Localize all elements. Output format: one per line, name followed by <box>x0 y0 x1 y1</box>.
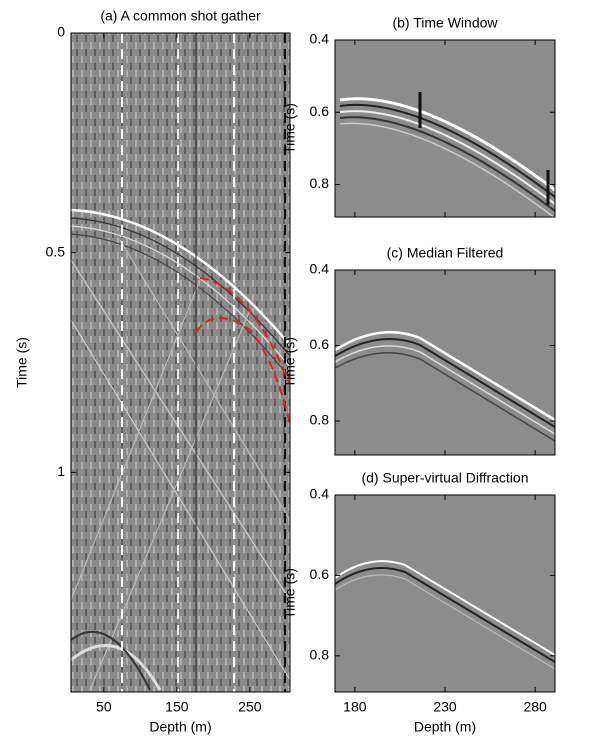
y-tick-label: 0.8 <box>310 175 330 191</box>
x-tick-label: 50 <box>96 699 112 715</box>
y-tick-label: 0.6 <box>310 336 330 352</box>
y-axis-label: Time (s) <box>14 337 30 388</box>
panel-title: (a) A common shot gather <box>100 8 261 24</box>
y-tick-label: 0.6 <box>310 566 330 582</box>
x-tick-label: 180 <box>343 699 367 715</box>
y-tick-label: 0.8 <box>310 412 330 428</box>
x-axis-label: Depth (m) <box>414 719 476 735</box>
y-tick-label: 0.4 <box>310 261 330 277</box>
y-axis-label: Time (s) <box>282 103 298 154</box>
x-tick-label: 280 <box>523 699 547 715</box>
y-axis-label: Time (s) <box>282 568 298 619</box>
y-tick-label: 0.6 <box>310 103 330 119</box>
x-tick-label: 230 <box>433 699 457 715</box>
x-tick-label: 250 <box>238 699 262 715</box>
y-tick-label: 0.8 <box>310 647 330 663</box>
panel-title: (c) Median Filtered <box>387 245 504 261</box>
x-tick-label: 150 <box>165 699 189 715</box>
panel-title: (d) Super-virtual Diffraction <box>361 470 528 486</box>
seismic-image <box>335 40 555 217</box>
plot-frame <box>70 32 291 693</box>
seismic-image <box>335 270 555 455</box>
y-tick-label: 1 <box>57 463 65 479</box>
y-tick-label: 0.4 <box>310 31 330 47</box>
x-axis-label: Depth (m) <box>149 719 211 735</box>
y-tick-label: 0.5 <box>46 243 66 259</box>
y-tick-label: 0 <box>57 24 65 40</box>
seismic-image <box>71 33 290 692</box>
y-axis-label: Time (s) <box>282 337 298 388</box>
y-tick-label: 0.4 <box>310 486 330 502</box>
seismic-image <box>335 495 555 692</box>
panel-title: (b) Time Window <box>392 15 498 31</box>
